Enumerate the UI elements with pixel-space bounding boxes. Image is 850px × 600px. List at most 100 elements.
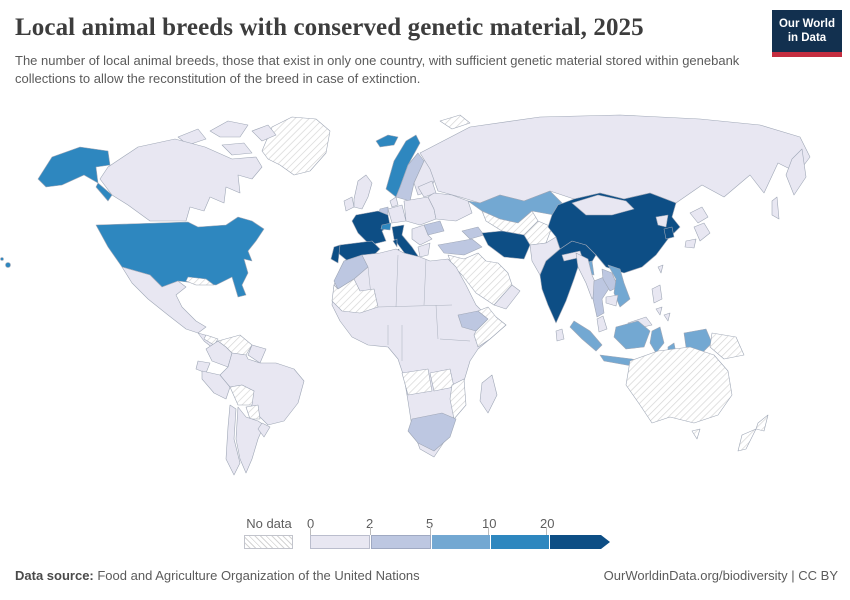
country-indonesia-borneo[interactable] (613, 320, 651, 350)
country-france-corsica[interactable] (392, 238, 398, 248)
country-philippines[interactable] (651, 284, 663, 304)
owid-logo-line1: Our World (778, 18, 835, 30)
legend-tick-5: 5 (426, 516, 434, 531)
country-japan[interactable] (689, 206, 709, 224)
country-angola[interactable] (401, 368, 433, 396)
page-title: Local animal breeds with conserved genet… (15, 14, 644, 41)
region-yemen-oman[interactable] (493, 284, 521, 310)
region-svalbard[interactable] (439, 114, 471, 130)
region-arabia[interactable] (447, 252, 513, 306)
country-argentina[interactable] (235, 406, 265, 474)
country-new-zealand[interactable] (755, 414, 769, 432)
country-sweden[interactable] (395, 152, 425, 202)
country-somalia[interactable] (473, 306, 507, 348)
country-japan[interactable] (684, 238, 697, 249)
country-united-kingdom[interactable] (353, 174, 373, 210)
country-greenland[interactable] (261, 116, 331, 176)
country-mongolia[interactable] (571, 194, 635, 216)
data-source: Data source: Food and Agriculture Organi… (15, 568, 420, 583)
country-malaysia[interactable] (596, 315, 608, 333)
country-laos[interactable] (601, 268, 619, 292)
country-australia[interactable] (625, 346, 733, 424)
legend-no-data-swatch[interactable] (244, 535, 293, 549)
country-canada[interactable] (209, 120, 249, 138)
owid-logo-line2: in Data (787, 32, 827, 45)
chart-footer: Data source: Food and Agriculture Organi… (15, 568, 838, 583)
legend-tick-10: 10 (482, 516, 497, 531)
country-portugal[interactable] (330, 244, 341, 264)
country-ireland[interactable] (343, 196, 355, 212)
legend-tick-mark (370, 527, 371, 535)
owid-logo[interactable]: Our World in Data (772, 10, 842, 57)
legend-tick-mark (488, 527, 489, 535)
country-vietnam[interactable] (607, 264, 631, 308)
country-china[interactable] (547, 192, 681, 274)
country-denmark[interactable] (389, 196, 399, 208)
country-switzerland[interactable] (380, 222, 392, 231)
legend-segment-0-2[interactable] (310, 535, 370, 549)
legend-tick-mark (546, 527, 547, 535)
country-united-states-alaska[interactable] (37, 146, 111, 188)
country-taiwan[interactable] (657, 264, 664, 274)
country-russia-kamchatka[interactable] (785, 148, 807, 196)
country-bolivia[interactable] (229, 384, 255, 406)
country-united-states-hawaii[interactable] (5, 262, 11, 268)
legend-tick-20: 20 (540, 516, 555, 531)
country-france[interactable] (351, 210, 391, 246)
country-japan[interactable] (693, 222, 711, 242)
region-ukraine-belarus[interactable] (427, 192, 473, 222)
country-greece[interactable] (417, 242, 431, 258)
country-chile[interactable] (225, 404, 241, 476)
data-source-label: Data source: (15, 568, 94, 583)
country-germany[interactable] (387, 204, 407, 224)
chart-subtitle: The number of local animal breeds, those… (15, 53, 740, 87)
country-iceland[interactable] (375, 134, 399, 148)
country-zambia[interactable] (429, 368, 455, 392)
country-cambodia[interactable] (605, 294, 619, 307)
country-canada[interactable] (251, 124, 277, 142)
country-indonesia-sumatra[interactable] (569, 320, 603, 352)
country-russia[interactable] (419, 114, 811, 204)
country-cuba[interactable] (185, 276, 215, 286)
region-mauritania-mali[interactable] (331, 278, 379, 314)
country-philippines[interactable] (663, 312, 671, 322)
country-russia-sakhalin[interactable] (771, 196, 780, 220)
africa-internal-borders (367, 254, 471, 361)
country-paraguay[interactable] (245, 404, 261, 420)
country-indonesia-sulawesi[interactable] (649, 326, 665, 354)
legend-tick-0: 0 (307, 516, 315, 531)
legend-tick-2: 2 (366, 516, 374, 531)
country-sri-lanka[interactable] (555, 328, 565, 342)
data-source-text: Food and Agriculture Organization of the… (93, 568, 420, 583)
country-mexico[interactable] (121, 266, 207, 334)
country-australia-tasmania[interactable] (691, 428, 701, 440)
country-philippines[interactable] (655, 306, 663, 316)
country-canada[interactable] (221, 142, 253, 156)
region-balkans[interactable] (411, 224, 433, 246)
legend-segment-10-20[interactable] (490, 535, 549, 549)
country-new-zealand[interactable] (737, 428, 757, 452)
legend-segment-2-5[interactable] (370, 535, 431, 549)
world-map (0, 114, 811, 476)
country-papua-new-guinea[interactable] (709, 332, 745, 360)
country-uruguay[interactable] (257, 422, 271, 438)
legend-no-data-label: No data (246, 516, 292, 531)
legend-segment-20-plus[interactable] (549, 535, 610, 549)
country-south-korea[interactable] (663, 226, 675, 240)
country-south-africa[interactable] (407, 412, 457, 452)
country-madagascar[interactable] (479, 374, 498, 414)
country-mozambique[interactable] (449, 378, 467, 420)
legend-tick-mark (310, 527, 311, 535)
country-canada[interactable] (99, 138, 263, 222)
legend-tick-mark (430, 527, 431, 535)
legend-color-bar (310, 535, 610, 549)
region-caucasus[interactable] (461, 226, 485, 240)
country-iran[interactable] (481, 230, 531, 260)
country-united-states-alaska[interactable] (95, 182, 113, 202)
country-north-korea[interactable] (655, 214, 669, 228)
country-turkey[interactable] (437, 238, 483, 256)
owid-url-link[interactable]: OurWorldinData.org/biodiversity | CC BY (603, 568, 838, 583)
country-united-states-hawaii[interactable] (0, 257, 4, 261)
legend-segment-5-10[interactable] (431, 535, 490, 549)
